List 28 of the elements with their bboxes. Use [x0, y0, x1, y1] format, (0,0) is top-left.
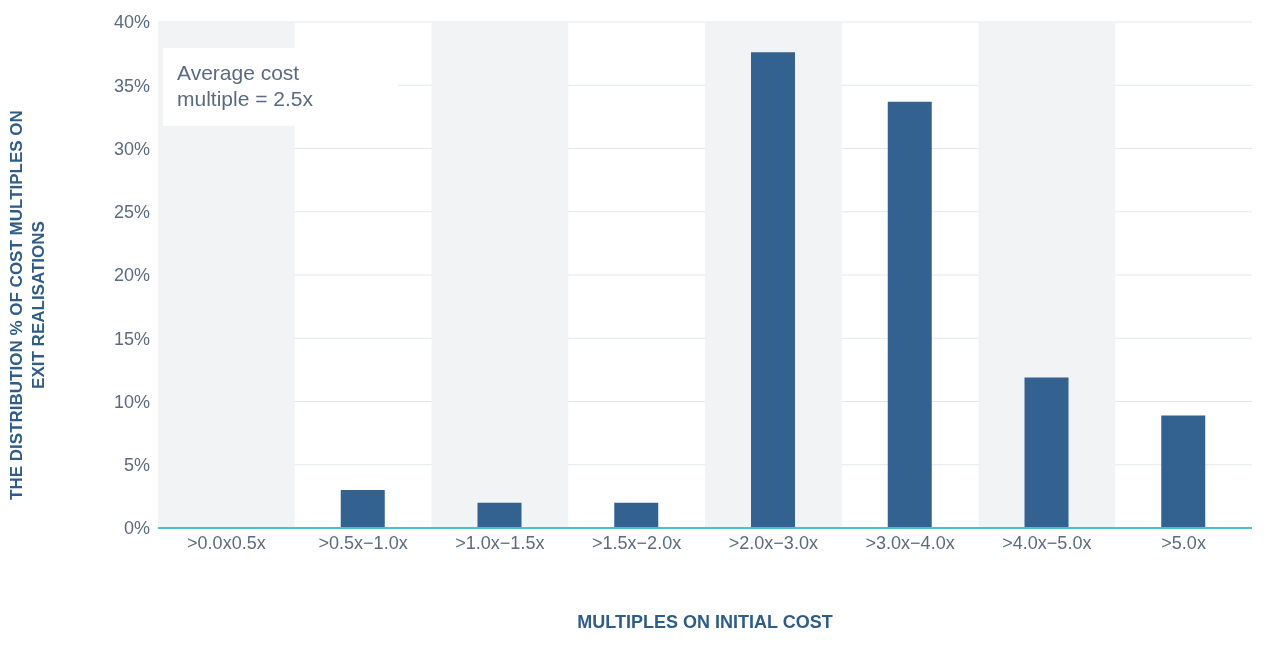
x-tick-label: >1.5x−2.0x [592, 532, 682, 553]
bar [614, 502, 659, 528]
y-tick-label: 20% [113, 265, 150, 286]
bar [887, 101, 932, 528]
y-tick-label: 35% [113, 75, 150, 96]
bar [1024, 377, 1069, 528]
x-tick-label: >0.0x0.5x [187, 532, 266, 553]
y-tick-label: 40% [113, 12, 150, 33]
y-tick-label: 15% [113, 328, 150, 349]
x-tick-label: >0.5x−1.0x [318, 532, 408, 553]
y-tick-label: 5% [123, 455, 150, 476]
text-box: Average cost multiple = 2.5x [163, 48, 398, 126]
y-axis-title: THE DISTRIBUTION % OF COST MULTIPLES ON EXIT REALISATIONS [6, 109, 49, 502]
y-tick-label: 10% [113, 391, 150, 412]
bar [751, 52, 795, 528]
bar [340, 490, 385, 528]
x-tick-label: >2.0x−3.0x [728, 532, 818, 553]
x-axis-title: MULTIPLES ON INITIAL COST [577, 612, 833, 632]
bar [1161, 415, 1206, 528]
annotation: Average cost multiple = 2.5x [177, 60, 314, 112]
x-tick-label: >5.0x [1161, 532, 1206, 553]
y-tick-label: 0% [123, 518, 150, 539]
x-tick-label: >1.0x−1.5x [455, 532, 545, 553]
y-tick-label: 25% [113, 202, 150, 223]
bar [477, 502, 522, 528]
x-tick-label: >4.0x−5.0x [1002, 532, 1092, 553]
x-tick-label: >3.0x−4.0x [865, 532, 955, 553]
y-tick-label: 30% [113, 138, 150, 159]
